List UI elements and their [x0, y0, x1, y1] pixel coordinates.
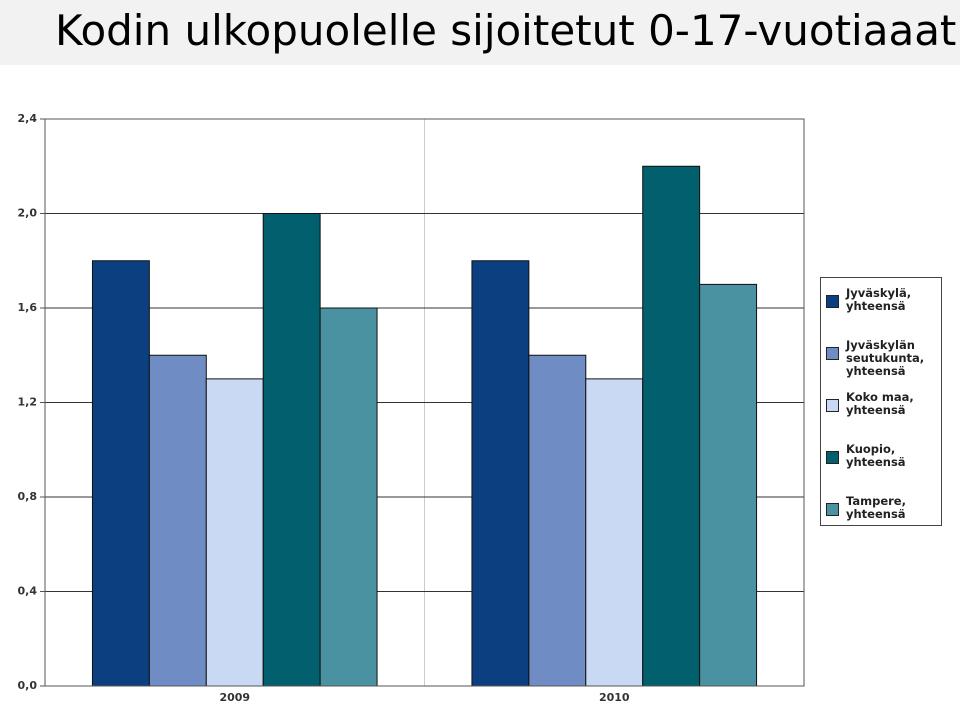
legend-label: Jyväskylän seutukunta, yhteensä	[846, 338, 925, 378]
bar	[262, 213, 321, 687]
bar	[205, 378, 264, 687]
legend-item: Jyväskylän seutukunta, yhteensä	[826, 339, 941, 391]
bar	[471, 260, 530, 687]
x-tick-label: 2009	[219, 691, 250, 704]
y-tick-label: 0,8	[18, 490, 38, 503]
y-tick-label: 0,4	[18, 585, 38, 598]
y-tick-label: 2,4	[18, 112, 38, 125]
legend-swatch	[826, 347, 839, 360]
legend-swatch	[826, 451, 839, 464]
bar	[642, 165, 701, 687]
title-bar: Kodin ulkopuolelle sijoitetut 0-17-vuoti…	[0, 0, 960, 65]
legend: Jyväskylä, yhteensä Jyväskylän seutukunta…	[820, 277, 942, 526]
legend-swatch	[826, 295, 839, 308]
bar	[699, 283, 758, 687]
legend-label: Jyväskylä, yhteensä	[846, 286, 912, 313]
bar	[319, 307, 378, 687]
chart-title: Kodin ulkopuolelle sijoitetut 0-17-vuoti…	[55, 6, 957, 55]
bar	[528, 354, 587, 687]
plot-border	[44, 118, 805, 687]
y-tick-label: 2,0	[18, 207, 38, 220]
x-tick-label: 2010	[599, 691, 630, 704]
legend-item: Tampere, yhteensä	[826, 495, 941, 547]
legend-swatch	[826, 399, 839, 412]
legend-label: Koko maa, yhteensä	[846, 390, 914, 417]
legend-item: Jyväskylä, yhteensä	[826, 287, 941, 339]
legend-label: Kuopio, yhteensä	[846, 442, 906, 469]
bar	[148, 354, 207, 687]
legend-label: Tampere, yhteensä	[846, 494, 906, 521]
bar	[91, 260, 150, 687]
legend-item: Koko maa, yhteensä	[826, 391, 941, 443]
y-tick-label: 1,6	[18, 301, 38, 314]
legend-item: Kuopio, yhteensä	[826, 443, 941, 495]
y-tick-label: 1,2	[18, 396, 38, 409]
y-tick-label: 0,0	[18, 679, 38, 692]
bar	[585, 378, 644, 687]
legend-swatch	[826, 503, 839, 516]
